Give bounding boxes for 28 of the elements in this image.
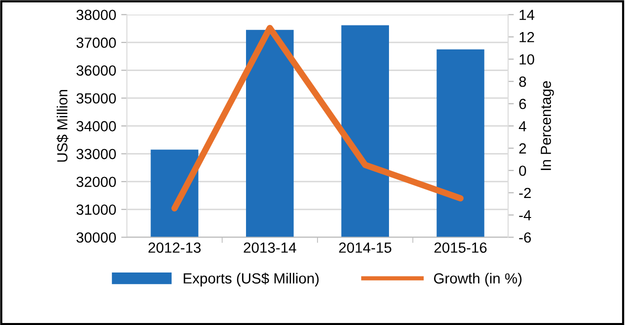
y2-tick-label: 12 — [520, 32, 534, 42]
y2-tick-label: 8 — [519, 76, 526, 87]
y-tick-label: 37000 — [76, 38, 116, 48]
x-tick-label: 2012-13 — [148, 242, 201, 253]
y-axis-title: US$ Million — [56, 90, 68, 162]
x-tick-label: 2014-15 — [339, 242, 392, 253]
y2-tick-label: 2 — [519, 143, 526, 154]
y2-tick-label: 0 — [519, 166, 526, 176]
y2-tick-label: 10 — [520, 54, 534, 65]
y2-tick-label: -2 — [519, 188, 531, 198]
y2-axis-title: In Percentage — [540, 81, 554, 170]
y-tick-label: 33000 — [76, 148, 116, 160]
y2-tick-label: 14 — [520, 10, 534, 20]
y-tick-label: 34000 — [76, 121, 116, 132]
y-tick-label: 35000 — [76, 93, 116, 104]
x-tick-label: 2013-14 — [244, 242, 296, 253]
y2-tick-label: -4 — [519, 210, 532, 220]
y-tick-label: 30000 — [76, 232, 116, 243]
y-tick-label: 32000 — [76, 176, 116, 188]
y2-tick-label: 6 — [519, 98, 526, 110]
y-tick-label: 31000 — [76, 204, 116, 215]
legend-label: Exports (US$ Million) — [184, 272, 319, 286]
x-tick-label: 2015-16 — [434, 242, 487, 253]
y2-tick-label: 4 — [518, 121, 526, 132]
y-tick-label: 38000 — [76, 10, 116, 20]
legend-label: Growth (in %) — [434, 272, 522, 286]
y2-tick-label: -6 — [519, 232, 531, 243]
y-tick-label: 36000 — [76, 65, 116, 76]
